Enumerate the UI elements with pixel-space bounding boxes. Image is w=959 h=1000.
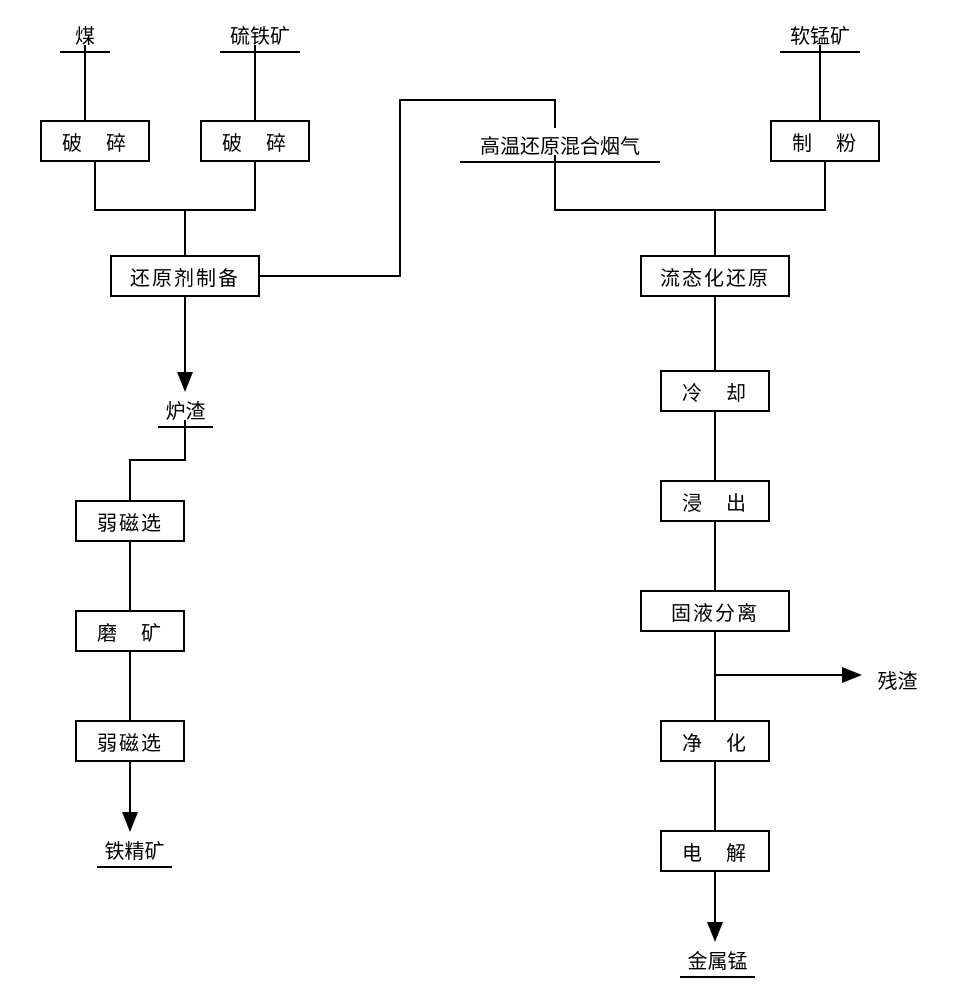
node-solidliquid: 固液分离 (640, 590, 790, 632)
node-fluidized: 流态化还原 (640, 255, 790, 297)
node-grinding: 磨 矿 (75, 610, 185, 652)
label-manganese: 金属锰 (680, 945, 755, 978)
label-pyrolusite: 软锰矿 (780, 20, 860, 53)
node-leaching: 浸 出 (660, 480, 770, 522)
label-pyrite: 硫铁矿 (220, 20, 300, 53)
node-magsep2: 弱磁选 (75, 720, 185, 762)
node-powder: 制 粉 (770, 120, 880, 162)
label-ironconc: 铁精矿 (97, 835, 172, 868)
node-purify: 净 化 (660, 720, 770, 762)
node-cooling: 冷 却 (660, 370, 770, 412)
label-slag: 炉渣 (158, 395, 213, 428)
node-crush2: 破 碎 (200, 120, 310, 162)
node-electrolysis: 电 解 (660, 830, 770, 872)
node-magsep1: 弱磁选 (75, 500, 185, 542)
label-coal: 煤 (60, 20, 110, 53)
label-gas: 高温还原混合烟气 (460, 130, 660, 163)
label-residue: 残渣 (870, 665, 925, 694)
node-reductant: 还原剂制备 (110, 255, 260, 297)
node-crush1: 破 碎 (40, 120, 150, 162)
